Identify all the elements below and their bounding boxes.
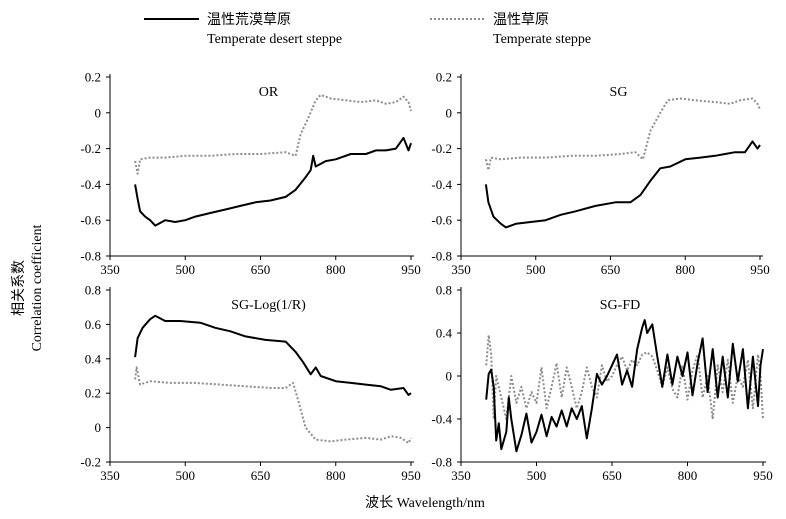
x-tick-label: 800 [326,262,346,277]
y-tick-label: -0.8 [80,249,101,264]
series-line-desert-steppe [485,319,764,453]
y-tick-label: 0.4 [436,326,453,341]
x-tick-label: 350 [451,262,471,277]
y-tick-label: 0.8 [85,283,101,298]
x-tick-label: 800 [678,468,698,483]
x-tick-label: 500 [526,262,546,277]
legend-label-steppe-en: Temperate steppe [493,32,591,47]
x-tick-label: 950 [401,262,421,277]
y-tick-label: -0.2 [431,141,452,156]
panel-title: SG-FD [600,298,640,313]
chart-panel-3: 350 500 650 800 950 0.8 0.6 0.4 0.2 0 -0.2 SG-Log(1… [80,283,420,484]
x-tick-label: 500 [176,262,196,277]
legend-label-desert-steppe-cn: 温性荒漠草原 [207,12,291,28]
y-tick-label: -0.6 [431,213,452,228]
y-tick-label: 0.2 [85,70,101,85]
series-line-desert-steppe [484,140,761,229]
y-tick-label: -0.4 [431,177,452,192]
y-tick-label: 0.2 [85,386,101,401]
panel-title: OR [259,85,279,100]
y-tick-label: 0.2 [436,70,452,85]
y-tick-label: 0 [95,105,102,120]
series-line-desert-steppe [134,314,412,396]
y-axis-label-en: Correlation coefficient [30,224,45,351]
x-tick-label: 350 [451,468,471,483]
x-tick-label: 800 [326,468,346,483]
chart-panel-2: 350 500 650 800 950 0.2 0 -0.2 -0.4 -0.6 -0.8 SG [431,70,769,278]
chart-panel-1: 350 500 650 800 950 0.2 0 -0.2 -0.4 -0.6 -0.8 OR [80,70,420,278]
y-axis-label-cn: 相关系数 [11,260,27,316]
y-tick-label: -0.8 [431,249,452,264]
legend: 温性荒漠草原 Temperate desert steppe 温性草原 Temp… [144,12,591,47]
series-line-steppe [134,93,412,175]
y-tick-label: 0 [446,105,453,120]
y-tick-label: -0.2 [80,141,101,156]
series-line-steppe [134,366,412,445]
series-line-desert-steppe [134,136,412,227]
x-tick-label: 950 [401,468,421,483]
y-tick-label: -0.8 [431,455,452,470]
legend-label-desert-steppe-en: Temperate desert steppe [207,32,342,47]
panel-title: SG [610,85,628,100]
y-tick-label: -0.2 [80,455,101,470]
y-tick-label: -0.4 [80,177,101,192]
y-tick-label: 0.4 [85,351,102,366]
x-tick-label: 950 [753,468,773,483]
x-axis-label: 波长 Wavelength/nm [365,495,485,511]
y-tick-label: 0 [446,369,453,384]
y-tick-label: -0.6 [80,213,101,228]
y-tick-label: 0 [95,420,102,435]
legend-label-steppe-cn: 温性草原 [493,12,549,28]
x-tick-label: 500 [176,468,196,483]
chart-panel-4: 350 500 650 800 950 0.8 0.4 0 -0.4 -0.8 SG-FD [431,283,772,484]
x-tick-label: 650 [251,468,271,483]
y-tick-label: 0.8 [436,283,452,298]
chart-panels: 350 500 650 800 9500.20-0.2-0.4-0.6-0.8OR350… [80,70,772,484]
x-tick-label: 800 [676,262,696,277]
panel-title: SG-Log(1/R) [231,298,306,313]
series-line-steppe [484,97,761,172]
x-tick-label: 650 [251,262,271,277]
x-tick-label: 350 [100,262,120,277]
x-tick-label: 950 [750,262,770,277]
x-tick-label: 350 [100,468,120,483]
x-tick-label: 650 [602,468,622,483]
y-tick-label: 0.6 [85,317,102,332]
y-tick-label: -0.4 [431,412,452,427]
x-tick-label: 650 [601,262,621,277]
x-tick-label: 500 [527,468,547,483]
